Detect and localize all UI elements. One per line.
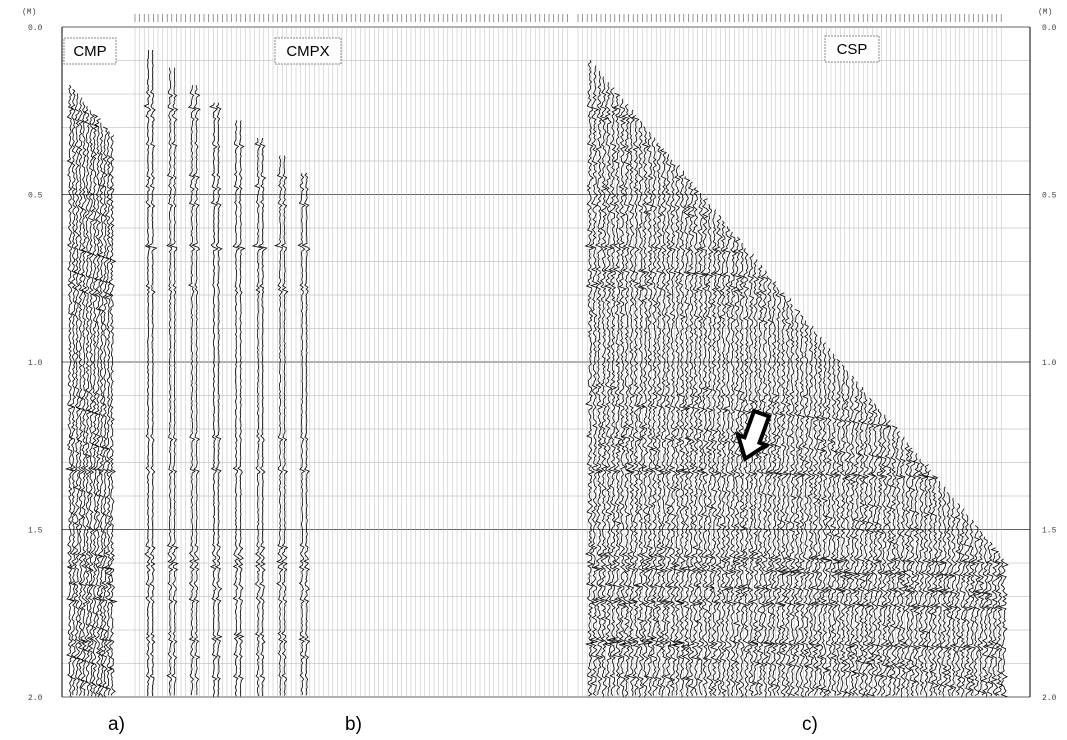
trace [109, 135, 117, 695]
trace [586, 60, 595, 696]
trace [302, 173, 309, 695]
arrow [731, 409, 776, 464]
tick-label: 1.0 [1042, 359, 1057, 368]
tick-label: 0.0 [1042, 24, 1057, 33]
trace [954, 503, 962, 695]
panel-caption: c) [802, 714, 818, 735]
trace [237, 120, 244, 696]
tick-label: 2.0 [28, 694, 43, 703]
tick-label: 2.0 [1042, 694, 1057, 703]
trace [838, 365, 847, 697]
trace [210, 103, 218, 697]
trace [806, 326, 815, 696]
tick-label: 0.0 [28, 24, 43, 33]
trace [789, 304, 797, 696]
tick-label: 1.5 [1042, 527, 1057, 536]
panel-title: CMP [73, 43, 106, 60]
tick-label: 0.5 [28, 192, 43, 201]
trace [898, 437, 907, 697]
axis-unit-right: (M) [1038, 8, 1052, 17]
trace [275, 156, 283, 696]
trace [259, 138, 267, 696]
trace [167, 68, 173, 696]
figure: (M) (M) 0.0 0.0 0.5 0.5 1.0 1.0 1.5 1.5 2.0 2.0 C… [0, 0, 1067, 740]
axis-unit-left: (M) [22, 8, 36, 17]
trace [91, 114, 98, 696]
trace [907, 448, 916, 696]
trace [144, 50, 150, 696]
trace [216, 103, 222, 697]
trace [298, 173, 305, 695]
seismic-traces [66, 50, 1008, 697]
trace [884, 420, 892, 696]
trace [70, 89, 77, 695]
panel-title-box: CMP CMPX CSP [64, 36, 879, 64]
panel-caption: a) [108, 714, 125, 735]
tick-label: 0.5 [1042, 192, 1057, 201]
tick-label: 1.0 [28, 359, 43, 368]
trace [765, 276, 775, 696]
trace [720, 221, 728, 697]
panel-caption: b) [345, 714, 362, 735]
panel-title: CMPX [286, 43, 329, 60]
trace [677, 171, 687, 697]
trace [768, 282, 778, 696]
trace [802, 320, 811, 696]
trace [635, 121, 645, 697]
tick-label: 1.5 [28, 527, 43, 536]
trace [696, 193, 706, 695]
trace [655, 143, 664, 695]
panel-title: CSP [837, 41, 868, 58]
